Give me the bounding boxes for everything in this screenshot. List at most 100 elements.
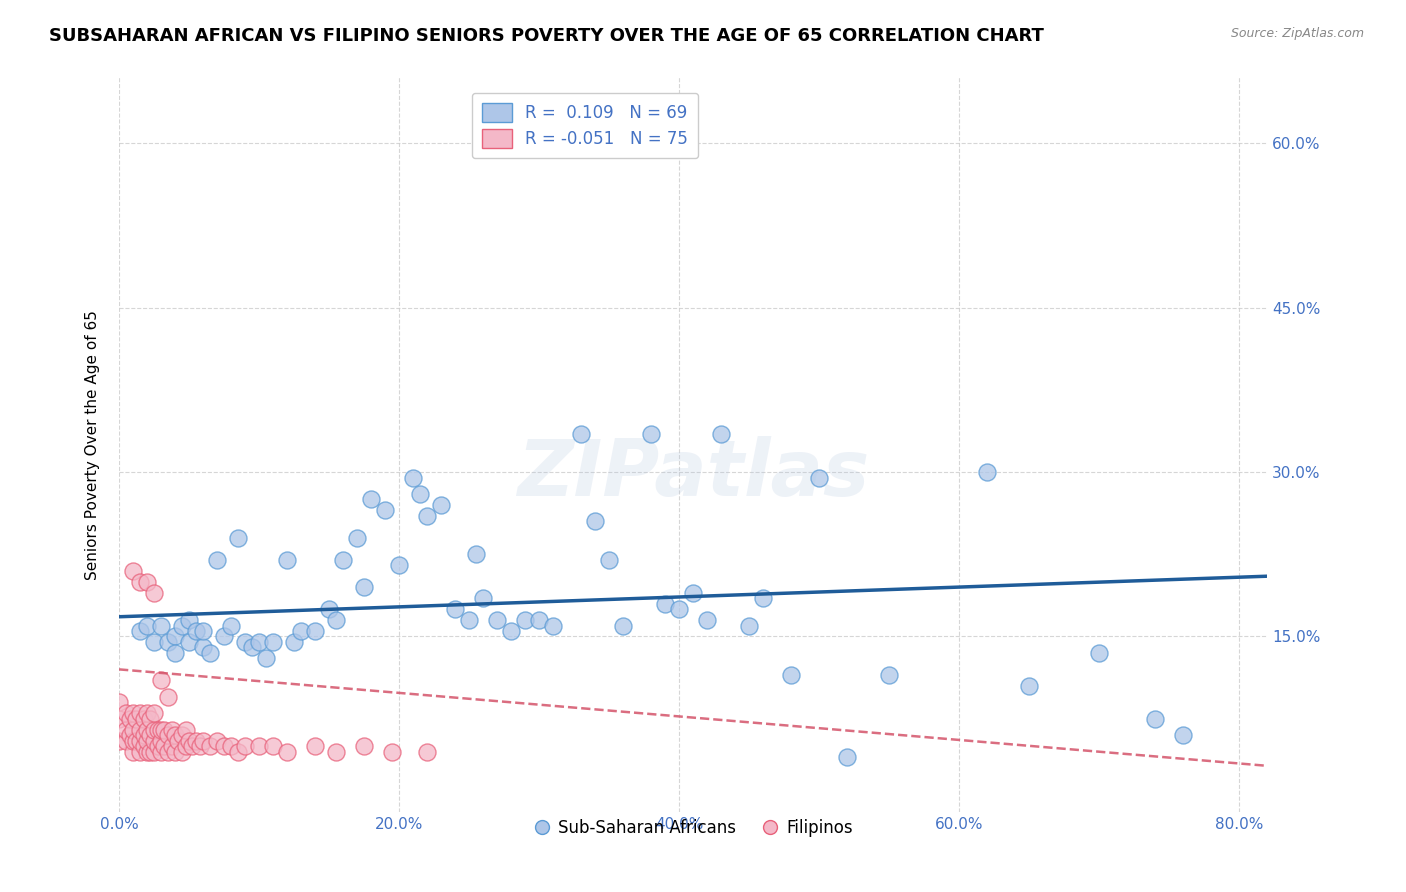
- Point: [318, 602, 340, 616]
- Point: [129, 745, 152, 759]
- Point: [233, 739, 256, 753]
- Point: [262, 739, 284, 753]
- Point: [290, 624, 312, 638]
- Point: [444, 602, 467, 616]
- Point: [139, 745, 162, 759]
- Point: [150, 673, 173, 688]
- Point: [332, 553, 354, 567]
- Point: [170, 618, 193, 632]
- Point: [129, 574, 152, 589]
- Point: [283, 635, 305, 649]
- Point: [569, 426, 592, 441]
- Point: [458, 613, 481, 627]
- Point: [150, 723, 173, 737]
- Point: [108, 733, 131, 747]
- Point: [226, 745, 249, 759]
- Y-axis label: Seniors Poverty Over the Age of 65: Seniors Poverty Over the Age of 65: [86, 310, 100, 580]
- Point: [162, 739, 184, 753]
- Point: [150, 745, 173, 759]
- Point: [240, 640, 263, 655]
- Point: [129, 733, 152, 747]
- Point: [1018, 679, 1040, 693]
- Point: [612, 618, 634, 632]
- Point: [129, 624, 152, 638]
- Point: [598, 553, 620, 567]
- Point: [139, 728, 162, 742]
- Point: [710, 426, 733, 441]
- Point: [153, 723, 176, 737]
- Point: [416, 508, 439, 523]
- Point: [191, 640, 214, 655]
- Point: [1088, 646, 1111, 660]
- Point: [808, 470, 831, 484]
- Point: [212, 630, 235, 644]
- Point: [472, 591, 495, 606]
- Point: [150, 733, 173, 747]
- Point: [304, 624, 326, 638]
- Point: [325, 613, 347, 627]
- Point: [134, 739, 156, 753]
- Point: [134, 728, 156, 742]
- Point: [184, 733, 207, 747]
- Point: [486, 613, 509, 627]
- Point: [167, 733, 190, 747]
- Point: [1173, 728, 1195, 742]
- Point: [143, 585, 166, 599]
- Point: [143, 745, 166, 759]
- Point: [360, 492, 382, 507]
- Point: [157, 728, 180, 742]
- Point: [381, 745, 404, 759]
- Point: [430, 498, 453, 512]
- Point: [120, 728, 142, 742]
- Point: [976, 465, 998, 479]
- Point: [402, 470, 425, 484]
- Point: [177, 733, 200, 747]
- Point: [157, 745, 180, 759]
- Point: [136, 574, 159, 589]
- Point: [143, 733, 166, 747]
- Point: [668, 602, 690, 616]
- Point: [165, 630, 187, 644]
- Point: [174, 739, 197, 753]
- Point: [134, 712, 156, 726]
- Point: [184, 624, 207, 638]
- Point: [157, 635, 180, 649]
- Point: [640, 426, 662, 441]
- Point: [150, 618, 173, 632]
- Point: [122, 733, 145, 747]
- Point: [143, 723, 166, 737]
- Point: [165, 745, 187, 759]
- Point: [304, 739, 326, 753]
- Point: [122, 706, 145, 721]
- Point: [409, 487, 432, 501]
- Point: [136, 723, 159, 737]
- Point: [416, 745, 439, 759]
- Text: Source: ZipAtlas.com: Source: ZipAtlas.com: [1230, 27, 1364, 40]
- Point: [122, 745, 145, 759]
- Point: [108, 695, 131, 709]
- Point: [205, 733, 228, 747]
- Point: [115, 706, 138, 721]
- Point: [325, 745, 347, 759]
- Point: [136, 745, 159, 759]
- Point: [162, 723, 184, 737]
- Point: [122, 564, 145, 578]
- Point: [120, 712, 142, 726]
- Point: [177, 635, 200, 649]
- Point: [148, 723, 170, 737]
- Point: [219, 618, 242, 632]
- Point: [143, 706, 166, 721]
- Point: [353, 580, 375, 594]
- Point: [174, 723, 197, 737]
- Point: [180, 739, 202, 753]
- Point: [191, 624, 214, 638]
- Point: [139, 712, 162, 726]
- Point: [877, 668, 900, 682]
- Point: [198, 739, 221, 753]
- Point: [136, 618, 159, 632]
- Point: [170, 745, 193, 759]
- Point: [837, 750, 859, 764]
- Point: [682, 585, 704, 599]
- Text: ZIPatlas: ZIPatlas: [517, 436, 869, 512]
- Point: [170, 728, 193, 742]
